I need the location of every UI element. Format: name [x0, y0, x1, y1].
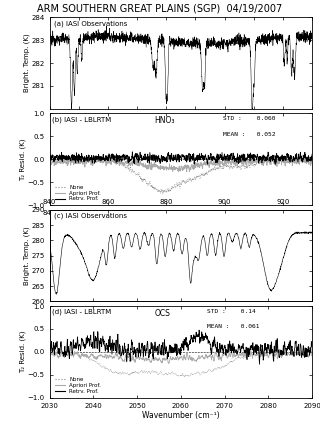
- Text: MEAN :   0.061: MEAN : 0.061: [207, 324, 260, 329]
- Text: (c) IASI Observations: (c) IASI Observations: [53, 212, 126, 219]
- X-axis label: Wavenumber (cm⁻¹): Wavenumber (cm⁻¹): [142, 412, 220, 421]
- Text: STD :    0.060: STD : 0.060: [223, 116, 275, 121]
- Text: (a) IASI Observations: (a) IASI Observations: [53, 21, 127, 28]
- Text: HNO₃: HNO₃: [155, 116, 175, 125]
- Text: MEAN :   0.052: MEAN : 0.052: [223, 132, 275, 137]
- Text: (d) IASI - LBLRTM: (d) IASI - LBLRTM: [52, 309, 111, 315]
- Y-axis label: Bright. Temp. (K): Bright. Temp. (K): [23, 226, 30, 285]
- Y-axis label: T₂ Resid. (K): T₂ Resid. (K): [20, 331, 26, 373]
- Y-axis label: Bright. Temp. (K): Bright. Temp. (K): [23, 34, 30, 92]
- Text: OCS: OCS: [155, 309, 171, 318]
- Y-axis label: T₂ Resid. (K): T₂ Resid. (K): [20, 138, 26, 181]
- Text: ARM SOUTHERN GREAT PLAINS (SGP)  04/19/2007: ARM SOUTHERN GREAT PLAINS (SGP) 04/19/20…: [37, 3, 283, 13]
- Text: STD :    0.14: STD : 0.14: [207, 309, 256, 314]
- Text: (b) IASI - LBLRTM: (b) IASI - LBLRTM: [52, 116, 111, 123]
- Legend: None, Apriori Prof., Retrv. Prof.: None, Apriori Prof., Retrv. Prof.: [55, 378, 101, 394]
- Legend: None, Apriori Prof., Retrv. Prof.: None, Apriori Prof., Retrv. Prof.: [55, 185, 101, 202]
